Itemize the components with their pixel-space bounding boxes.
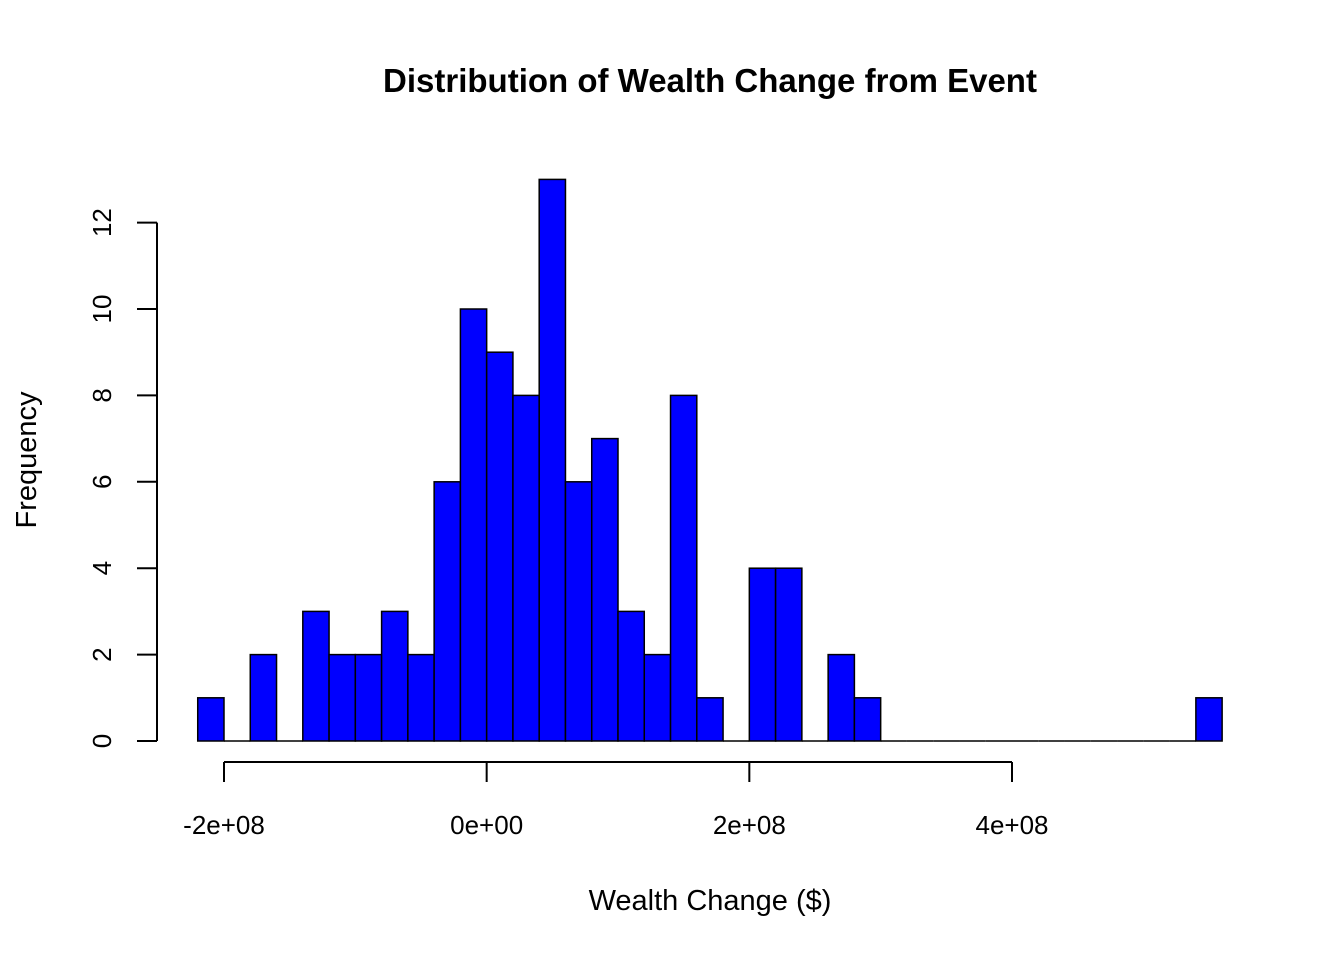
histogram-bar bbox=[669, 394, 698, 742]
chart-title: Distribution of Wealth Change from Event bbox=[383, 62, 1037, 99]
histogram-bar bbox=[407, 653, 435, 742]
histogram-bar bbox=[643, 653, 672, 742]
histogram-bar bbox=[853, 697, 882, 742]
x-tick-label: 4e+08 bbox=[975, 810, 1048, 840]
histogram-bar bbox=[380, 610, 409, 742]
histogram-bar bbox=[827, 653, 856, 742]
histogram-bar bbox=[1195, 697, 1223, 742]
x-tick-label: 2e+08 bbox=[713, 810, 786, 840]
histogram-bar bbox=[748, 567, 777, 742]
y-tick-label: 10 bbox=[87, 295, 117, 324]
histogram-bar bbox=[512, 394, 540, 742]
histogram-bar bbox=[485, 351, 514, 742]
histogram-bar bbox=[696, 697, 724, 742]
histogram-bar bbox=[590, 437, 619, 742]
histogram-bar bbox=[564, 481, 593, 742]
histogram-bar bbox=[328, 653, 357, 742]
y-tick-label: 2 bbox=[87, 647, 117, 661]
y-tick-label: 4 bbox=[87, 561, 117, 575]
histogram-bar bbox=[302, 610, 330, 742]
histogram-bar bbox=[617, 610, 646, 742]
y-tick-label: 6 bbox=[87, 475, 117, 489]
y-tick-label: 0 bbox=[87, 734, 117, 748]
x-axis: -2e+08 0e+00 2e+08 4e+08 bbox=[183, 761, 1049, 840]
bars-group bbox=[196, 178, 1223, 742]
x-tick-label: 0e+00 bbox=[450, 810, 523, 840]
histogram-bar bbox=[433, 481, 462, 742]
y-tick-label: 12 bbox=[87, 208, 117, 237]
x-tick-label: -2e+08 bbox=[183, 810, 265, 840]
y-axis: 0 2 4 6 8 10 12 bbox=[87, 208, 158, 748]
histogram-bar bbox=[459, 308, 488, 742]
y-tick-label: 8 bbox=[87, 388, 117, 402]
histogram-bar bbox=[538, 178, 567, 742]
y-axis-label: Frequency bbox=[11, 391, 43, 529]
histogram-bar bbox=[249, 653, 278, 742]
x-axis-label: Wealth Change ($) bbox=[589, 885, 832, 917]
histogram-bar bbox=[196, 697, 225, 742]
histogram-bar bbox=[774, 567, 803, 742]
histogram-bar bbox=[354, 653, 383, 742]
